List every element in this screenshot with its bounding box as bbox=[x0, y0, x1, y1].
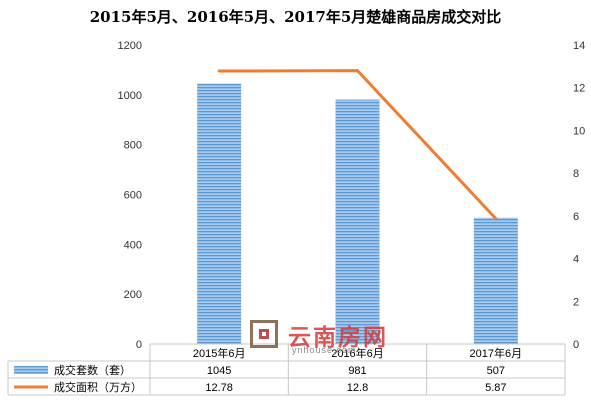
y-left-tick-label: 400 bbox=[124, 239, 142, 251]
x-tick-label: 2017年6月 bbox=[470, 346, 523, 360]
x-tick-label: 2016年6月 bbox=[331, 346, 384, 360]
bar bbox=[473, 217, 518, 344]
y-left-tick-label: 600 bbox=[124, 190, 142, 202]
table-value: 5.87 bbox=[485, 382, 506, 394]
y-right-tick-label: 0 bbox=[573, 339, 579, 351]
y-right-tick-label: 10 bbox=[573, 125, 585, 137]
bar bbox=[335, 99, 380, 344]
table-value: 1045 bbox=[207, 365, 231, 377]
legend-bar-swatch bbox=[14, 366, 48, 374]
legend-series-name: 成交面积（万方） bbox=[54, 380, 142, 394]
table-value: 507 bbox=[487, 365, 505, 377]
y-left-tick-label: 200 bbox=[124, 289, 142, 301]
table-value: 12.78 bbox=[205, 382, 233, 394]
y-right-tick-label: 2 bbox=[573, 296, 579, 308]
x-tick-label: 2015年6月 bbox=[193, 346, 246, 360]
y-left-tick-label: 1200 bbox=[118, 40, 142, 52]
y-right-tick-label: 14 bbox=[573, 40, 585, 52]
y-right-tick-label: 12 bbox=[573, 83, 585, 95]
y-right-tick-label: 8 bbox=[573, 168, 579, 180]
bar bbox=[197, 83, 242, 344]
legend-series-name: 成交套数（套） bbox=[54, 363, 131, 377]
y-right-tick-label: 4 bbox=[573, 254, 579, 266]
chart-title: 2015年5月、2016年5月、2017年5月楚雄商品房成交对比 bbox=[89, 8, 502, 26]
y-left-tick-label: 800 bbox=[124, 140, 142, 152]
y-right-tick-label: 6 bbox=[573, 211, 579, 223]
table-value: 981 bbox=[348, 365, 366, 377]
y-left-tick-label: 1000 bbox=[118, 90, 142, 102]
y-left-tick-label: 0 bbox=[136, 339, 142, 351]
table-value: 12.8 bbox=[347, 382, 368, 394]
